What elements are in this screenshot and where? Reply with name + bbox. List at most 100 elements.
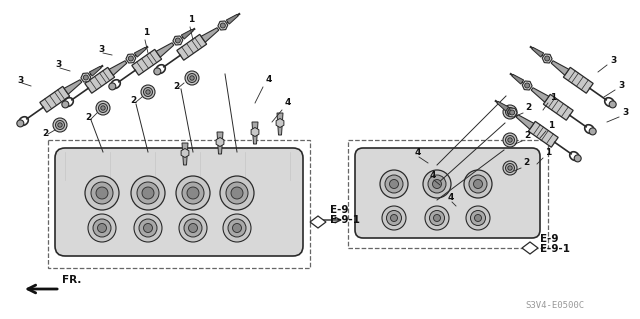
Circle shape	[99, 103, 108, 113]
Text: 2: 2	[523, 158, 529, 167]
Text: 3: 3	[622, 108, 628, 117]
Circle shape	[380, 170, 408, 198]
Polygon shape	[181, 29, 193, 39]
Circle shape	[101, 106, 105, 110]
Polygon shape	[90, 66, 101, 76]
Text: 4: 4	[266, 75, 273, 84]
Text: 2: 2	[524, 131, 531, 140]
Polygon shape	[522, 81, 532, 90]
Circle shape	[129, 56, 133, 61]
Polygon shape	[497, 101, 509, 111]
Circle shape	[58, 123, 62, 127]
Polygon shape	[551, 61, 569, 75]
Circle shape	[506, 108, 515, 116]
Circle shape	[382, 206, 406, 230]
Polygon shape	[218, 21, 228, 30]
Polygon shape	[529, 121, 558, 147]
Circle shape	[190, 76, 194, 80]
Circle shape	[503, 133, 517, 147]
Circle shape	[146, 90, 150, 94]
Circle shape	[134, 214, 162, 242]
Circle shape	[139, 219, 157, 237]
Circle shape	[425, 206, 449, 230]
Circle shape	[175, 38, 180, 43]
Circle shape	[428, 175, 446, 193]
Circle shape	[143, 87, 152, 97]
Text: 2: 2	[173, 82, 179, 91]
Text: 4: 4	[430, 171, 436, 180]
Circle shape	[509, 110, 515, 115]
Circle shape	[433, 180, 442, 189]
Polygon shape	[277, 113, 283, 135]
Circle shape	[137, 182, 159, 204]
Text: 1: 1	[143, 28, 149, 37]
Circle shape	[508, 110, 512, 114]
Circle shape	[574, 155, 581, 162]
Text: E-9: E-9	[330, 205, 349, 215]
Circle shape	[464, 170, 492, 198]
Circle shape	[185, 71, 199, 85]
Polygon shape	[109, 61, 127, 75]
Text: E-9-1: E-9-1	[330, 215, 360, 225]
Circle shape	[525, 83, 530, 88]
Circle shape	[226, 182, 248, 204]
Polygon shape	[181, 149, 189, 158]
Circle shape	[433, 214, 440, 221]
Circle shape	[429, 211, 445, 226]
Circle shape	[474, 180, 483, 189]
Circle shape	[609, 101, 616, 108]
Text: FR.: FR.	[62, 275, 81, 285]
Text: 1: 1	[545, 148, 551, 157]
Polygon shape	[543, 94, 573, 120]
Polygon shape	[542, 54, 552, 63]
Text: 3: 3	[610, 56, 616, 65]
Circle shape	[231, 187, 243, 199]
FancyBboxPatch shape	[355, 148, 540, 238]
Circle shape	[232, 224, 241, 233]
Polygon shape	[85, 67, 115, 93]
Circle shape	[141, 85, 155, 99]
Text: 4: 4	[285, 98, 291, 107]
Polygon shape	[252, 122, 258, 144]
Circle shape	[545, 56, 550, 61]
Polygon shape	[276, 118, 284, 128]
Polygon shape	[507, 108, 517, 117]
Text: E-9: E-9	[540, 234, 559, 244]
Circle shape	[88, 214, 116, 242]
Circle shape	[142, 187, 154, 199]
Circle shape	[109, 83, 116, 90]
Polygon shape	[126, 54, 136, 63]
Circle shape	[469, 175, 487, 193]
Circle shape	[228, 219, 246, 237]
Circle shape	[179, 214, 207, 242]
Circle shape	[220, 23, 225, 28]
Circle shape	[187, 187, 199, 199]
Circle shape	[62, 101, 69, 108]
FancyBboxPatch shape	[55, 148, 303, 256]
Text: 2: 2	[130, 96, 136, 105]
Circle shape	[17, 120, 24, 127]
Text: 1: 1	[188, 15, 195, 24]
Circle shape	[223, 214, 251, 242]
Polygon shape	[64, 80, 82, 94]
Polygon shape	[522, 242, 538, 254]
Circle shape	[53, 118, 67, 132]
Circle shape	[131, 176, 165, 210]
Polygon shape	[81, 73, 91, 82]
Text: 2: 2	[525, 103, 531, 112]
Polygon shape	[177, 34, 207, 60]
Polygon shape	[512, 74, 524, 84]
Text: 2: 2	[42, 129, 48, 138]
Polygon shape	[563, 67, 593, 93]
Circle shape	[189, 224, 198, 233]
Polygon shape	[201, 28, 219, 42]
Polygon shape	[516, 115, 534, 129]
Circle shape	[97, 224, 106, 233]
Polygon shape	[251, 128, 259, 137]
Polygon shape	[310, 216, 326, 228]
Circle shape	[154, 68, 161, 75]
Circle shape	[423, 170, 451, 198]
Text: 3: 3	[98, 45, 104, 54]
Polygon shape	[216, 137, 224, 146]
Circle shape	[96, 101, 110, 115]
